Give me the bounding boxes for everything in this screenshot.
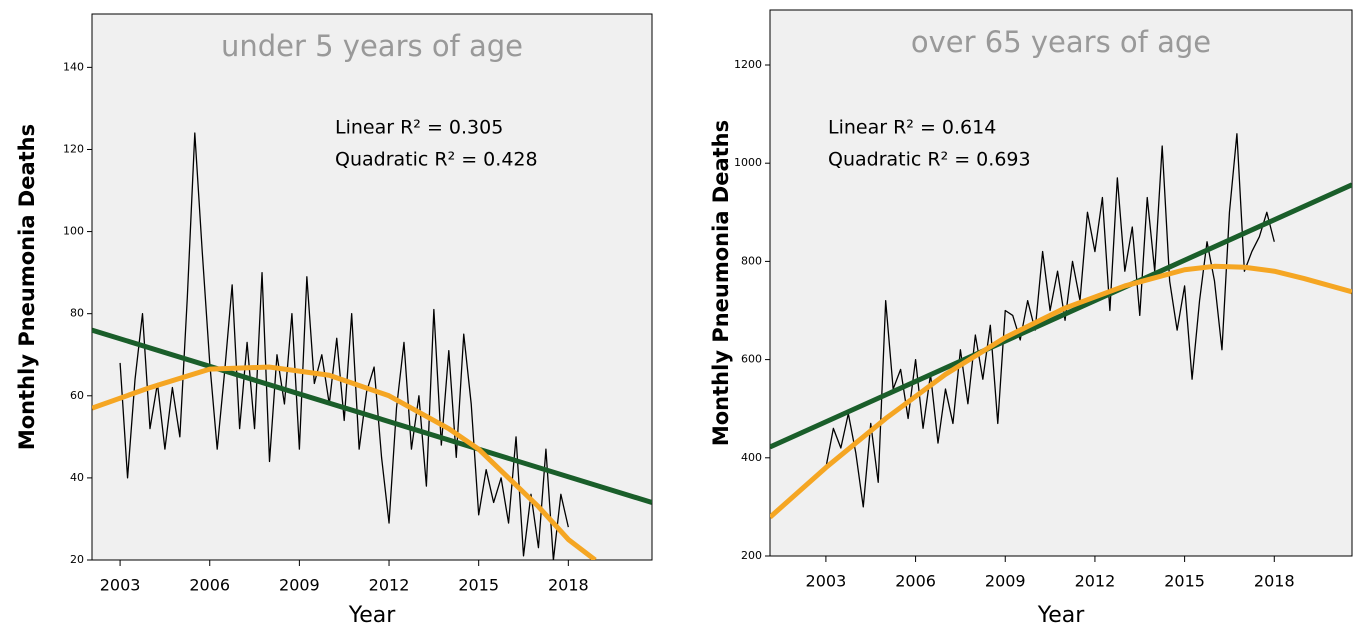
y-tick-label: 600 — [741, 353, 762, 366]
chart-title: over 65 years of age — [911, 25, 1211, 59]
x-tick-label: 2009 — [985, 572, 1026, 591]
fit-line — [770, 182, 1352, 450]
lines — [770, 133, 1352, 520]
x-tick-label: 2003 — [100, 576, 141, 595]
x-axis-label: Year — [1037, 603, 1086, 628]
chart-title: under 5 years of age — [221, 29, 523, 63]
y-tick-label: 120 — [63, 142, 84, 155]
plot-area — [769, 9, 1353, 557]
data-line — [119, 132, 569, 560]
annotation: Linear R² = 0.614 — [828, 117, 996, 139]
plot-area — [91, 13, 653, 561]
x-axis-label: Year — [348, 603, 397, 628]
y-tick-label: 1000 — [734, 156, 762, 169]
x-tick-label: 2009 — [279, 576, 320, 595]
x-tick-label: 2006 — [895, 572, 936, 591]
y-tick-label: 400 — [741, 451, 762, 464]
y-tick-label: 40 — [70, 471, 84, 484]
fit-line — [92, 364, 597, 560]
fit-line — [770, 263, 1352, 520]
x-tick-label: 2003 — [806, 572, 847, 591]
y-tick-label: 20 — [70, 553, 84, 566]
fit-line — [92, 327, 652, 505]
y-tick-label: 1200 — [734, 58, 762, 71]
y-axis-label: Monthly Pneumonia Deaths — [15, 124, 39, 450]
panel: 200 400 600 800 1000 1200 2003 2006 2009 2012 2015… — [709, 9, 1353, 628]
lines — [92, 132, 652, 560]
annotation: Quadratic R² = 0.428 — [335, 149, 538, 171]
y-tick-label: 60 — [70, 389, 84, 402]
x-tick-label: 2018 — [1254, 572, 1295, 591]
data-line — [825, 133, 1275, 508]
y-axis-label: Monthly Pneumonia Deaths — [709, 120, 733, 446]
annotation: Quadratic R² = 0.693 — [828, 149, 1031, 171]
x-tick-label: 2015 — [458, 576, 499, 595]
x-tick-label: 2015 — [1164, 572, 1205, 591]
y-tick-label: 800 — [741, 254, 762, 267]
x-tick-label: 2018 — [548, 576, 589, 595]
y-tick-label: 200 — [741, 549, 762, 562]
annotation: Linear R² = 0.305 — [335, 117, 503, 139]
x-tick-label: 2012 — [1075, 572, 1116, 591]
y-tick-label: 80 — [70, 307, 84, 320]
y-tick-label: 140 — [63, 60, 84, 73]
panel: 20 40 60 80 100 120 140 2003 2006 2009 2012 2015 201… — [15, 13, 653, 628]
y-tick-label: 100 — [63, 225, 84, 238]
x-tick-label: 2012 — [369, 576, 410, 595]
x-tick-label: 2006 — [189, 576, 230, 595]
